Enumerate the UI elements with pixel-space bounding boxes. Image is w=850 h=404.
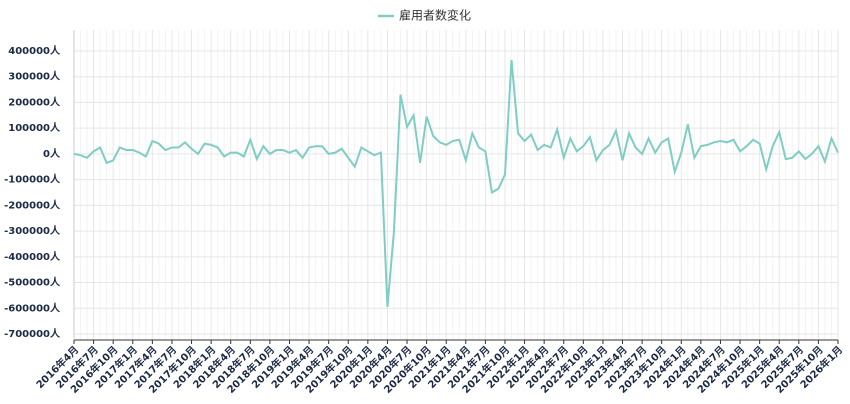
y-tick-label: -200000人 (4, 198, 61, 211)
plot-area (74, 30, 838, 340)
y-tick-label: -500000人 (4, 276, 61, 289)
legend-label: 雇用者数変化 (399, 8, 471, 23)
y-tick-label: -400000人 (4, 250, 61, 263)
y-tick-label: -600000人 (4, 301, 61, 314)
y-tick-label: 200000人 (8, 95, 61, 108)
y-tick-label: -700000人 (4, 327, 61, 340)
y-tick-label: 400000人 (8, 44, 61, 57)
y-tick-label: 100000人 (8, 121, 61, 134)
y-tick-label: -100000人 (4, 173, 61, 186)
legend-item: 雇用者数変化 (378, 8, 471, 23)
y-tick-label: 300000人 (8, 70, 61, 83)
y-tick-label: 0人 (43, 147, 61, 160)
data-line (73, 59, 839, 308)
y-tick-label: -300000人 (4, 224, 61, 237)
